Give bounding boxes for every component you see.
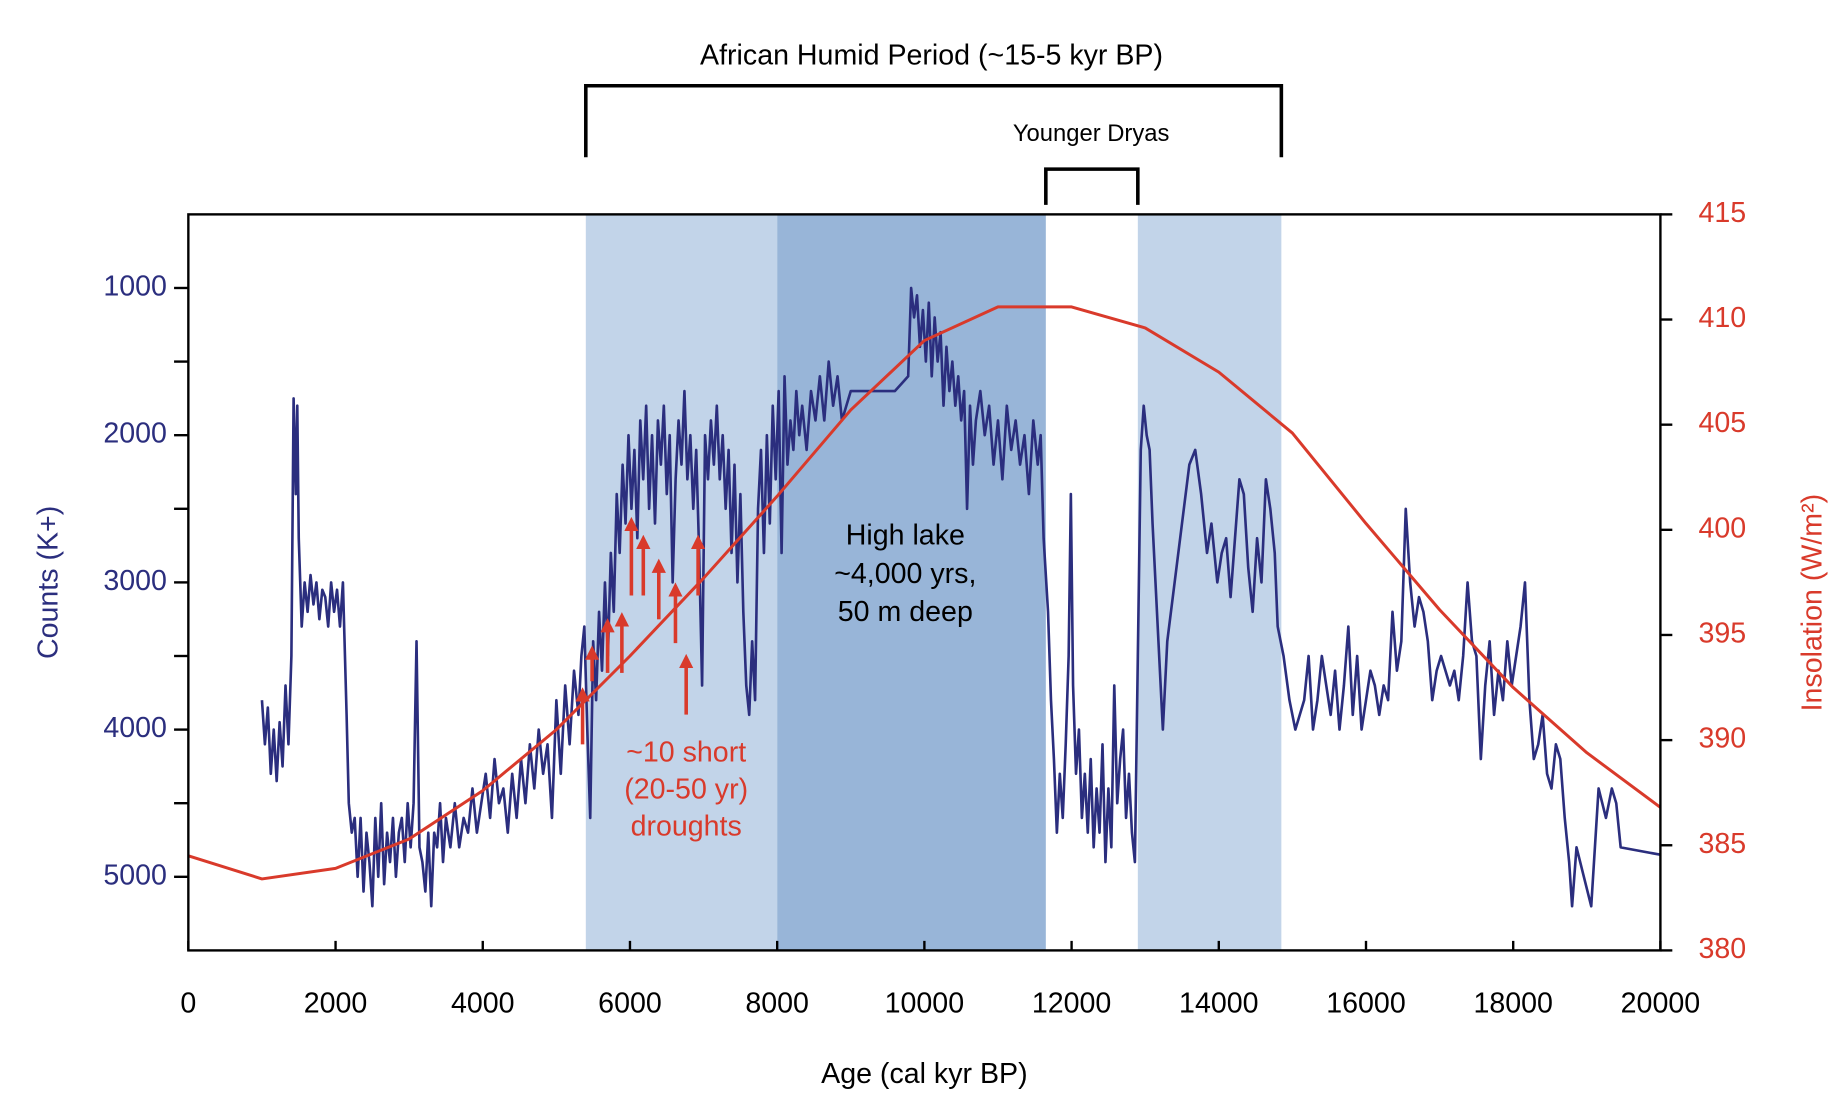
x-tick-label: 18000 <box>1473 988 1552 1020</box>
y2-tick-label: 400 <box>1699 512 1747 544</box>
humid-period-bracket <box>584 83 1284 158</box>
humid-period-label: African Humid Period (~15-5 kyr BP) <box>700 40 1163 72</box>
y-tick-label: 5000 <box>103 859 167 891</box>
x-axis-label: Age (cal kyr BP) <box>821 1058 1027 1090</box>
x-tick-label: 16000 <box>1326 988 1405 1020</box>
y-tick-label: 4000 <box>103 712 167 744</box>
series-line <box>260 286 1661 908</box>
y2-tick-label: 410 <box>1699 302 1747 334</box>
y2-tick-label: 390 <box>1699 723 1747 755</box>
x-tick-label: 20000 <box>1621 988 1700 1020</box>
y2-tick-label: 395 <box>1699 618 1747 650</box>
x-tick-label: 12000 <box>1032 988 1111 1020</box>
younger-dryas-bracket <box>1044 167 1140 205</box>
y2-tick-label: 415 <box>1699 197 1747 229</box>
y-tick-label: 2000 <box>103 418 167 450</box>
y-tick-label: 3000 <box>103 565 167 597</box>
x-tick-label: 2000 <box>304 988 368 1020</box>
droughts-label: ~10 short <box>626 736 746 768</box>
drought-arrows <box>575 516 706 745</box>
x-tick-label: 6000 <box>598 988 662 1020</box>
y2-tick-label: 380 <box>1699 933 1747 965</box>
shaded-region <box>585 214 778 951</box>
shaded-region <box>777 214 1046 951</box>
y2-tick-label: 405 <box>1699 407 1747 439</box>
droughts-label: droughts <box>631 810 742 842</box>
x-tick-label: 4000 <box>451 988 515 1020</box>
y2-tick-label: 385 <box>1699 828 1747 860</box>
shaded-region <box>1137 214 1282 951</box>
droughts-label: (20-50 yr) <box>624 773 748 805</box>
series-line <box>187 305 1662 881</box>
x-tick-label: 10000 <box>885 988 964 1020</box>
younger-dryas-label: Younger Dryas <box>1013 120 1170 147</box>
plot <box>187 286 1662 908</box>
x-tick-label: 0 <box>180 988 196 1020</box>
high-lake-label: ~4,000 yrs, <box>834 558 976 590</box>
y-tick-label: 1000 <box>103 271 167 303</box>
high-lake-label: High lake <box>846 520 965 552</box>
y2-axis-label: Insolation (W/m²) <box>1797 494 1829 712</box>
y-axis-label: Counts (K+) <box>33 506 65 659</box>
x-tick-label: 8000 <box>745 988 809 1020</box>
x-tick-label: 14000 <box>1179 988 1258 1020</box>
high-lake-label: 50 m deep <box>838 596 973 628</box>
